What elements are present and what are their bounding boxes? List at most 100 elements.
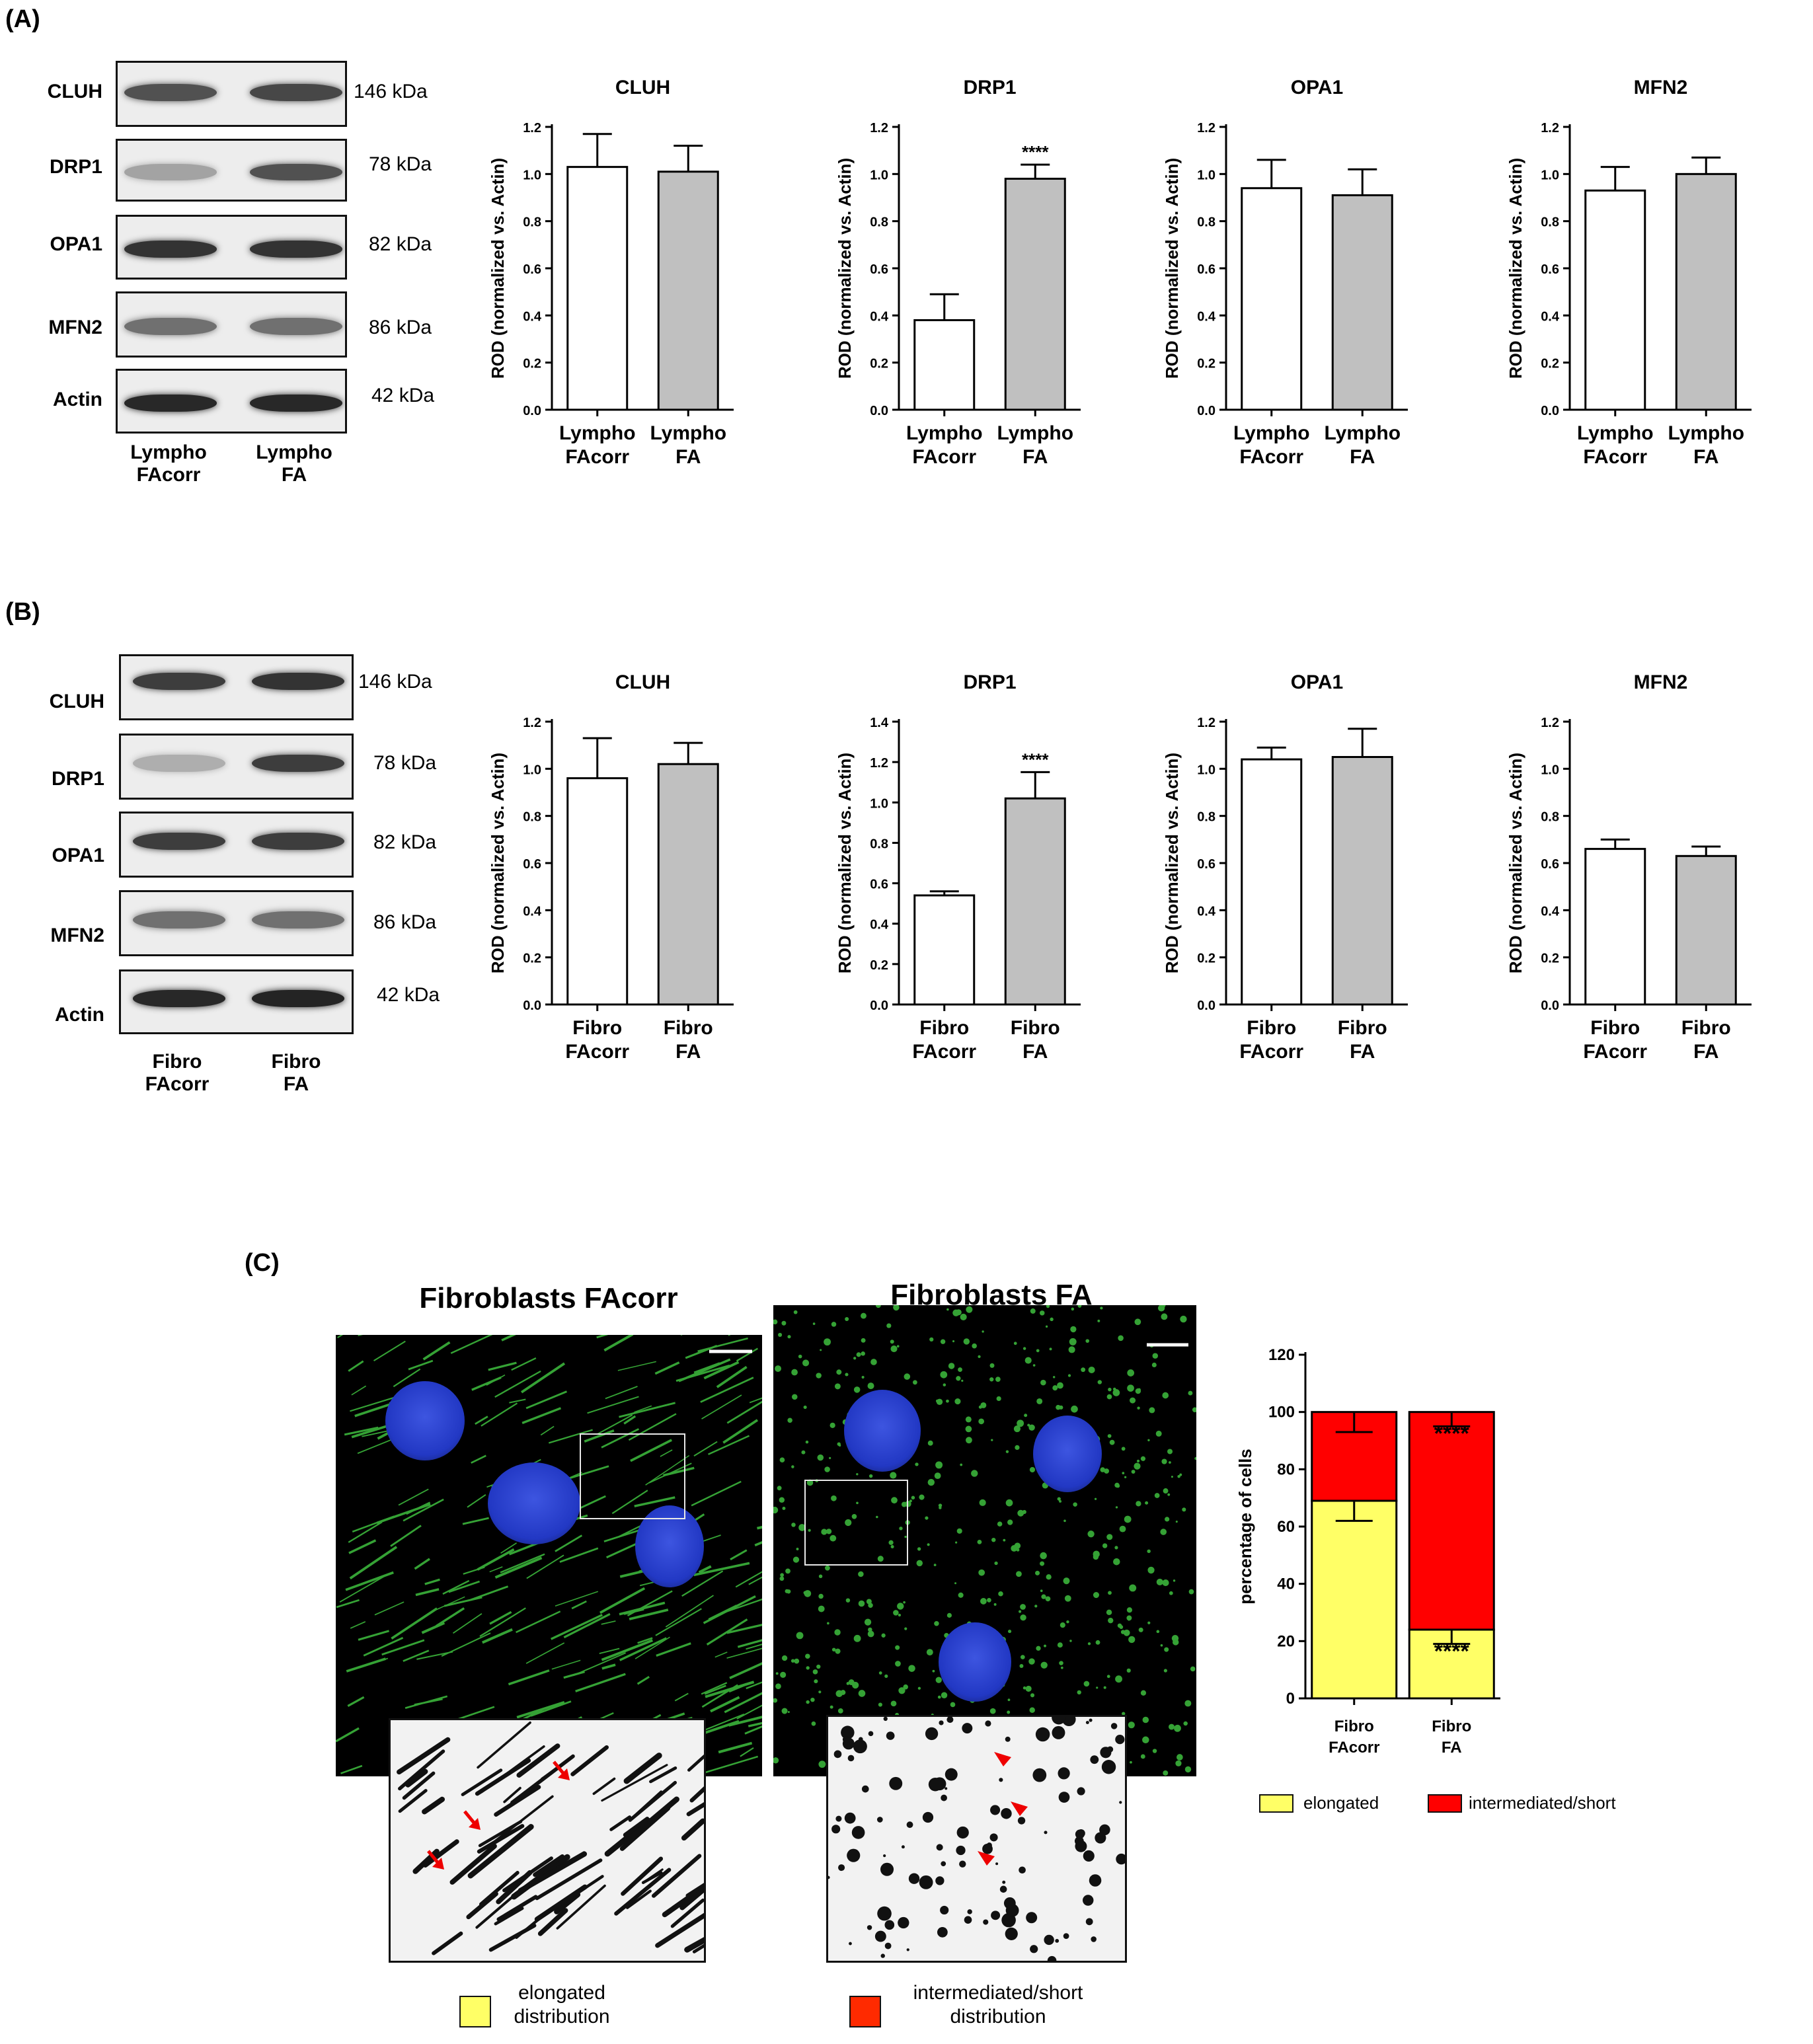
mitochondria-strand [726,1400,762,1424]
mitochondria-strand [559,1547,599,1563]
mitochondria-fragment [998,1591,1003,1597]
mitochondria-fragment [908,1873,920,1884]
bar [913,319,976,411]
mitochondria-fragment [1045,1596,1051,1602]
chart-title: CLUH [615,671,670,693]
mitochondria-fragment [792,1556,800,1563]
mitochondria-fragment [828,1875,830,1879]
mitochondria-fragment [946,1399,949,1403]
mitochondria-fragment [940,1339,946,1344]
mitochondria-strand [481,1402,518,1427]
mitochondria-fragment [926,1649,933,1656]
mitochondria-strand [665,1595,714,1628]
mitochondria-fragment [893,1305,900,1311]
mitochondria-fragment [1188,1390,1193,1396]
mitochondria-fragment [845,1316,849,1321]
mitochondria-fragment [987,1598,991,1603]
mitochondria-fragment [1122,1712,1126,1716]
mitochondria-fragment [811,1721,816,1726]
blot-label-opa1: OPA1 [52,845,104,866]
mitochondria-fragment [917,1547,921,1551]
mitochondria-strand [730,1549,748,1561]
mitochondria-strand [740,1747,754,1757]
mitochondria-fragment [1134,1462,1141,1470]
mitochondria-fragment [876,1515,878,1519]
mitochondria-fragment [958,1367,962,1373]
mitochondria-fragment [775,1683,781,1690]
mitochondria-fragment [960,1463,963,1466]
mitochondria-fragment [965,1416,972,1423]
mitochondria-strand [397,1737,451,1775]
mitochondria-fragment [983,1919,989,1925]
mitochondria-strand [636,1676,650,1685]
mitochondria-strand [461,1768,503,1796]
mitochondria-fragment [847,1755,855,1762]
blot-band [133,755,225,772]
x-tick-label: Fibro [572,1017,622,1039]
x-tick-label: Fibro [664,1017,713,1039]
y-tick-label: 0 [1286,1690,1295,1708]
mitochondria-strand [471,1455,486,1464]
significance-label: **** [1434,1639,1470,1664]
x-tick-label: FA [1350,446,1375,468]
y-tick-label: 0.8 [1197,215,1215,230]
mitochondria-fragment [1046,1305,1050,1308]
mitochondria-fragment [1083,1850,1095,1862]
blot-band [250,241,342,258]
mitochondria-strand [724,1692,762,1714]
mitochondria-fragment [945,1787,948,1790]
mitochondria-strand [701,1682,728,1695]
mitochondria-fragment [1028,1658,1035,1665]
blot-band [250,395,342,412]
x-tick-label: FA [1350,1041,1375,1063]
blot-band [133,990,225,1007]
mitochondria-strand [654,1361,680,1375]
mitochondria-strand [736,1704,762,1720]
blot-band [133,673,225,690]
y-tick-label: 0.4 [1197,309,1216,324]
mitochondria-fragment [858,1690,866,1697]
mitochondria-strand [609,1815,632,1831]
mitochondria-fragment [889,1776,903,1790]
y-tick-label: 1.0 [870,796,888,811]
mitochondria-fragment [1173,1579,1176,1582]
mitochondria-fragment [827,1622,829,1625]
mitochondria-fragment [858,1600,865,1607]
mitochondria-fragment [1005,1736,1011,1742]
x-tick-label: FA [1693,1041,1718,1063]
mitochondria-fragment [880,1953,885,1958]
y-tick-label: 0.2 [1541,952,1559,966]
x-tick-label: FAcorr [1329,1739,1379,1757]
blot-band [124,241,217,258]
mitochondria-fragment [877,1556,884,1562]
mitochondria-fragment [787,1418,792,1423]
mitochondria-fragment [791,1523,796,1527]
mitochondria-strand [619,1402,675,1418]
mitochondria-strand [701,1394,742,1419]
mitochondria-fragment [938,1503,943,1507]
blot-band [124,164,217,180]
mitochondria-fragment [1026,1912,1038,1924]
blot-strip-opa1 [119,812,354,878]
bar [657,763,719,1006]
mitochondria-fragment [1032,1364,1036,1367]
mitochondria-fragment [856,1352,861,1357]
blot-band [250,164,342,180]
mitochondria-fragment [903,1601,906,1604]
mitochondria-fragment [1019,1610,1022,1613]
mitochondria-fragment [851,1826,865,1839]
blot-band [252,911,344,928]
mitochondria-fragment [929,1337,934,1342]
lane-label: Fibro FA [237,1051,356,1096]
mitochondria-fragment [1151,1362,1157,1367]
mitochondria-fragment [1152,1749,1157,1753]
mitochondria-fragment [1167,1493,1171,1496]
mitochondria-strand [479,1607,526,1638]
arrow-marker-head [469,1818,481,1830]
mitochondria-fragment [1163,1770,1169,1776]
mitochondria-strand [703,1595,756,1624]
mitochondria-strand [684,1937,704,1953]
mitochondria-fragment [966,1306,973,1313]
mitochondria-strand [693,1441,718,1457]
mitochondria-fragment [810,1697,815,1702]
